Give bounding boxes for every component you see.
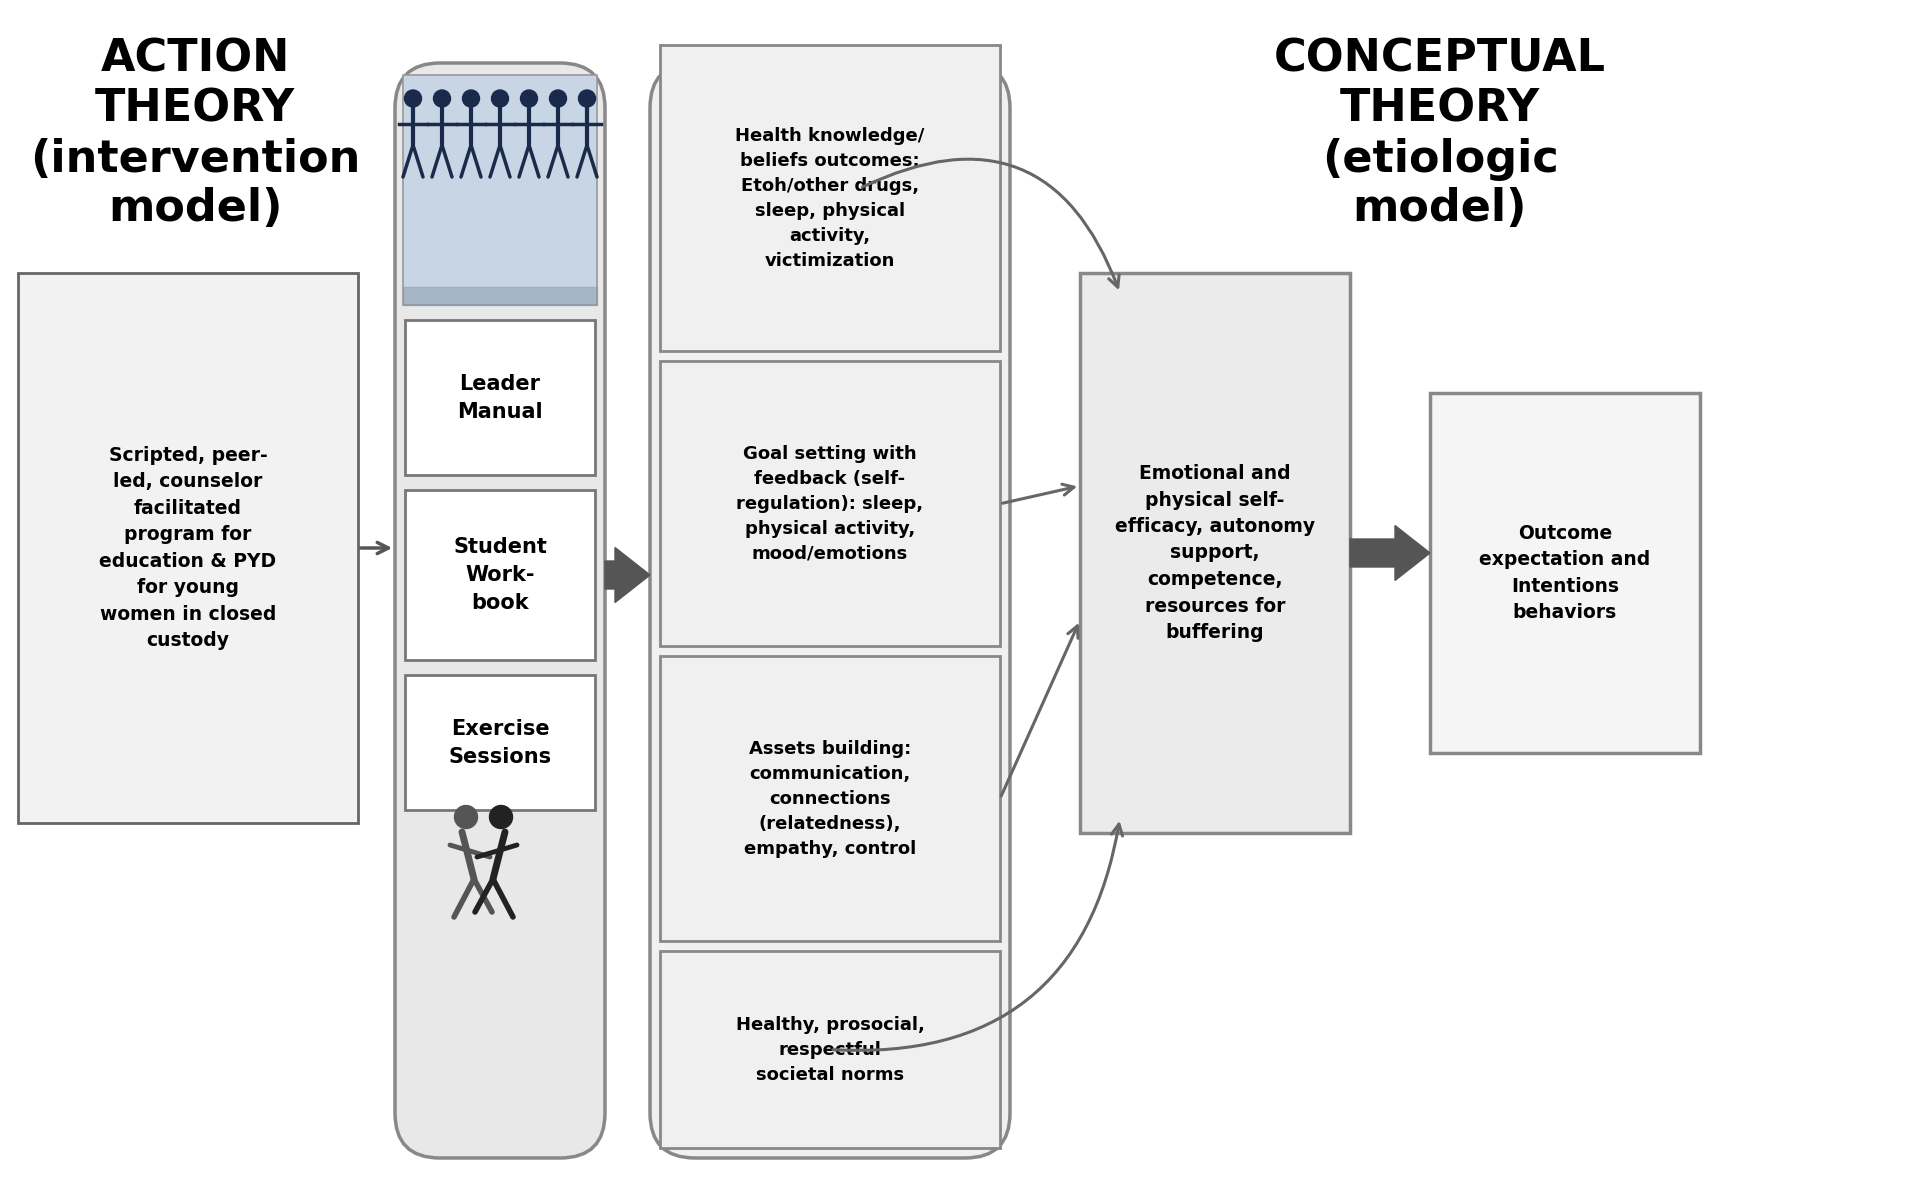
- Circle shape: [492, 89, 509, 107]
- Bar: [660, 951, 1000, 1148]
- Circle shape: [549, 89, 566, 107]
- FancyBboxPatch shape: [651, 63, 1010, 1158]
- Polygon shape: [605, 548, 651, 602]
- Text: Goal setting with
feedback (self-
regulation): sleep,
physical activity,
mood/em: Goal setting with feedback (self- regula…: [737, 445, 924, 563]
- Bar: [405, 490, 595, 660]
- Bar: [1079, 273, 1350, 833]
- Text: Assets building:
communication,
connections
(relatedness),
empathy, control: Assets building: communication, connecti…: [743, 740, 916, 858]
- Bar: [403, 75, 597, 305]
- Circle shape: [434, 89, 451, 107]
- Bar: [660, 656, 1000, 941]
- Text: Student
Work-
book: Student Work- book: [453, 537, 547, 613]
- Text: Emotional and
physical self-
efficacy, autonomy
support,
competence,
resources f: Emotional and physical self- efficacy, a…: [1116, 464, 1315, 642]
- Bar: [17, 273, 357, 823]
- Text: ACTION
THEORY
(intervention
model): ACTION THEORY (intervention model): [31, 38, 361, 230]
- Circle shape: [520, 89, 538, 107]
- Circle shape: [405, 89, 422, 107]
- Text: Exercise
Sessions: Exercise Sessions: [449, 718, 551, 766]
- Circle shape: [578, 89, 595, 107]
- Text: Leader
Manual: Leader Manual: [457, 373, 543, 421]
- Bar: [405, 675, 595, 810]
- Text: CONCEPTUAL
THEORY
(etiologic
model): CONCEPTUAL THEORY (etiologic model): [1275, 38, 1605, 230]
- Circle shape: [463, 89, 480, 107]
- Text: Health knowledge/
beliefs outcomes:
Etoh/other drugs,
sleep, physical
activity,
: Health knowledge/ beliefs outcomes: Etoh…: [735, 126, 925, 270]
- Circle shape: [490, 805, 513, 828]
- Bar: [1430, 392, 1699, 753]
- Text: Healthy, prosocial,
respectful
societal norms: Healthy, prosocial, respectful societal …: [735, 1015, 924, 1083]
- Bar: [405, 320, 595, 475]
- Text: Outcome
expectation and
Intentions
behaviors: Outcome expectation and Intentions behav…: [1480, 524, 1651, 623]
- Text: Scripted, peer-
led, counselor
facilitated
program for
education & PYD
for young: Scripted, peer- led, counselor facilitat…: [100, 446, 276, 650]
- FancyBboxPatch shape: [396, 63, 605, 1158]
- Polygon shape: [1350, 525, 1430, 581]
- Bar: [660, 45, 1000, 352]
- Bar: [660, 361, 1000, 647]
- Circle shape: [455, 805, 478, 828]
